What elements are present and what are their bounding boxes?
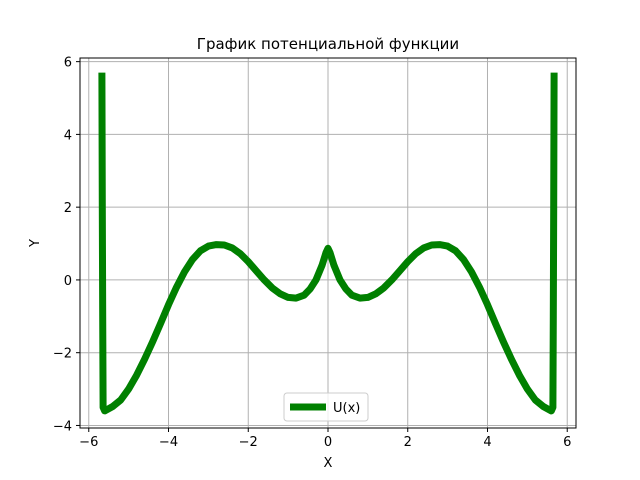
chart-title: График потенциальной функции [197, 35, 459, 53]
y-tick-label: 2 [64, 201, 72, 216]
y-tick-label: 6 [64, 56, 72, 71]
x-tick-label: 2 [404, 435, 412, 450]
y-tick-label: −4 [53, 419, 72, 434]
x-tick-label: 4 [483, 435, 491, 450]
x-tick-label: −2 [239, 435, 258, 450]
y-tick-label: −2 [53, 347, 72, 362]
x-tick-label: 6 [563, 435, 571, 450]
x-tick-label: −6 [79, 435, 98, 450]
legend-label: U(x) [333, 401, 360, 416]
y-axis-label: Y [28, 239, 43, 248]
legend: U(x) [283, 392, 369, 422]
x-axis-label: X [324, 456, 333, 471]
axis-ticks: −6 −4 −2 0 2 4 6 −4 −2 0 2 4 6 [53, 56, 572, 450]
y-tick-label: 0 [64, 274, 72, 289]
series-line-u-x [98, 72, 558, 415]
x-tick-label: −4 [159, 435, 178, 450]
x-tick-label: 0 [324, 435, 332, 450]
y-tick-label: 4 [64, 128, 72, 143]
grid [80, 58, 576, 428]
